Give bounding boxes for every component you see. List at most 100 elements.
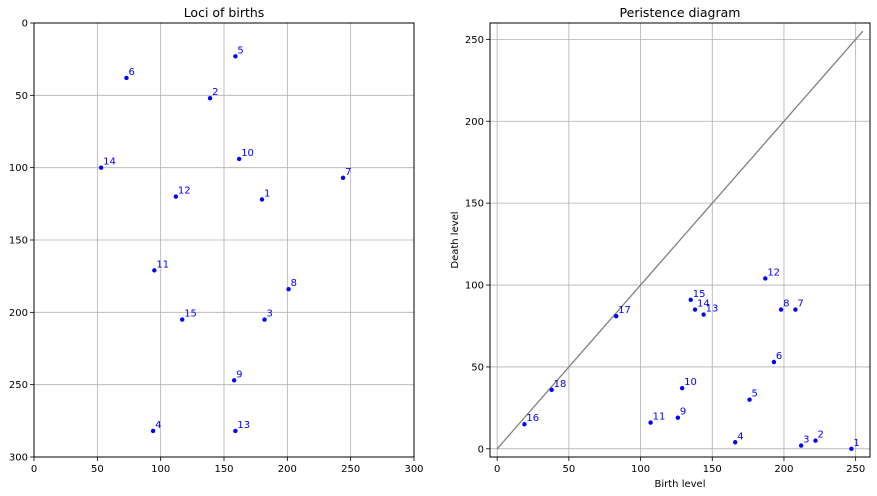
persistence-point-label-10: 10 xyxy=(684,377,697,388)
persistence-title: Peristence diagram xyxy=(620,5,741,20)
persistence-point-8 xyxy=(778,307,784,312)
persistence-xtick-label: 100 xyxy=(631,464,650,475)
loci-point-15 xyxy=(180,317,185,322)
persistence-point-11 xyxy=(648,420,653,425)
persistence-xtick-label: 0 xyxy=(494,464,500,475)
persistence-point-label-18: 18 xyxy=(554,379,567,390)
persistence-point-3 xyxy=(798,443,804,448)
persistence-point-label-7: 7 xyxy=(797,299,803,310)
loci-ytick-label: 250 xyxy=(9,380,28,391)
loci-point-1 xyxy=(259,197,265,202)
loci-point-13 xyxy=(233,428,238,434)
loci-plot-frame xyxy=(33,22,415,458)
persistence-point-label-17: 17 xyxy=(618,305,631,316)
loci-point-label-11: 11 xyxy=(156,259,169,270)
loci-point-label-14: 14 xyxy=(103,157,116,168)
persistence-ytick-label: 0 xyxy=(478,444,484,455)
persistence-point-17 xyxy=(613,313,619,319)
loci-point-4 xyxy=(150,428,156,434)
loci-point-label-10: 10 xyxy=(241,148,254,159)
loci-point-label-6: 6 xyxy=(128,67,134,78)
persistence-point-12 xyxy=(763,276,768,281)
y-axis-label: Death level xyxy=(450,211,461,268)
persistence-point-6 xyxy=(771,359,777,365)
persistence-xtick-label: 250 xyxy=(846,464,865,475)
persistence-ytick-label: 100 xyxy=(465,281,484,292)
loci-title: Loci of births xyxy=(184,5,265,20)
loci-ytick-label: 50 xyxy=(15,91,28,102)
persistence-xtick-label: 200 xyxy=(774,464,793,475)
loci-point-14 xyxy=(98,165,104,170)
persistence-point-label-16: 16 xyxy=(526,413,539,424)
loci-ytick-label: 300 xyxy=(9,453,28,464)
loci-point-label-9: 9 xyxy=(236,369,242,380)
persistence-point-14 xyxy=(692,307,698,312)
loci-point-label-1: 1 xyxy=(264,188,270,199)
persistence-point-label-2: 2 xyxy=(818,430,824,441)
persistence-point-label-4: 4 xyxy=(737,431,743,442)
loci-xtick-label: 250 xyxy=(341,464,360,475)
loci-xtick-label: 300 xyxy=(404,464,423,475)
persistence-point-18 xyxy=(549,387,554,393)
loci-point-9 xyxy=(231,378,237,383)
loci-ytick-label: 200 xyxy=(9,308,28,319)
loci-xtick-label: 50 xyxy=(91,464,104,475)
persistence-xtick-label: 150 xyxy=(703,464,722,475)
loci-point-label-13: 13 xyxy=(237,420,250,431)
loci-ytick-label: 150 xyxy=(9,236,28,247)
persistence-point-label-9: 9 xyxy=(680,407,686,418)
loci-point-label-3: 3 xyxy=(267,309,273,320)
loci-grid xyxy=(33,22,415,458)
loci-point-5 xyxy=(233,54,238,59)
persistence-point-label-11: 11 xyxy=(653,412,666,423)
persistence-point-label-3: 3 xyxy=(803,435,809,446)
loci-chart: Loci of births 0 50 100 150 200 250 3000501001… xyxy=(9,5,424,475)
loci-point-2 xyxy=(207,96,213,101)
persistence-point-5 xyxy=(747,397,752,402)
persistence-ticks: 0 50 100 150 200 250 0 50 100 150 200 250 xyxy=(465,35,865,475)
persistence-ytick-label: 50 xyxy=(471,362,484,373)
persistence-point-7 xyxy=(793,307,798,312)
persistence-xtick-label: 50 xyxy=(563,464,576,475)
persistence-point-10 xyxy=(679,386,685,391)
persistence-point-label-14: 14 xyxy=(697,299,710,310)
loci-point-label-5: 5 xyxy=(237,45,243,56)
x-axis-label: Birth level xyxy=(655,479,706,490)
loci-point-label-8: 8 xyxy=(291,278,297,289)
persistence-point-2 xyxy=(813,438,818,443)
persistence-point-16 xyxy=(522,422,527,427)
loci-point-12 xyxy=(173,194,179,199)
loci-xtick-label: 150 xyxy=(214,464,233,475)
persistence-point-label-8: 8 xyxy=(783,299,789,310)
persistence-point-1 xyxy=(849,446,854,452)
loci-xtick-label: 200 xyxy=(278,464,297,475)
loci-point-3 xyxy=(262,317,267,322)
persistence-point-label-1: 1 xyxy=(853,438,859,449)
persistence-ytick-label: 150 xyxy=(465,199,484,210)
persistence-point-13 xyxy=(701,312,706,317)
persistence-point-15 xyxy=(688,297,693,302)
persistence-chart: Peristence diagram 0 50 100 150 200 250 0 50 100… xyxy=(450,5,871,490)
persistence-point-label-12: 12 xyxy=(767,267,780,278)
loci-point-10 xyxy=(237,156,242,162)
loci-point-label-2: 2 xyxy=(212,87,218,98)
loci-point-label-4: 4 xyxy=(155,420,161,431)
persistence-plot-frame xyxy=(489,22,871,458)
loci-ytick-label: 100 xyxy=(9,163,28,174)
loci-point-label-7: 7 xyxy=(345,167,351,178)
diagonal-line xyxy=(496,30,864,450)
loci-point-8 xyxy=(286,286,291,292)
loci-point-11 xyxy=(152,268,157,273)
persistence-point-label-6: 6 xyxy=(776,351,782,362)
loci-point-6 xyxy=(124,75,129,81)
persistence-ytick-label: 250 xyxy=(465,35,484,46)
loci-xtick-label: 100 xyxy=(151,464,170,475)
persistence-ytick-label: 200 xyxy=(465,117,484,128)
persistence-point-9 xyxy=(675,415,681,420)
persistence-point-label-5: 5 xyxy=(752,389,758,400)
persistence-grid xyxy=(490,23,870,457)
loci-point-label-15: 15 xyxy=(184,309,197,320)
